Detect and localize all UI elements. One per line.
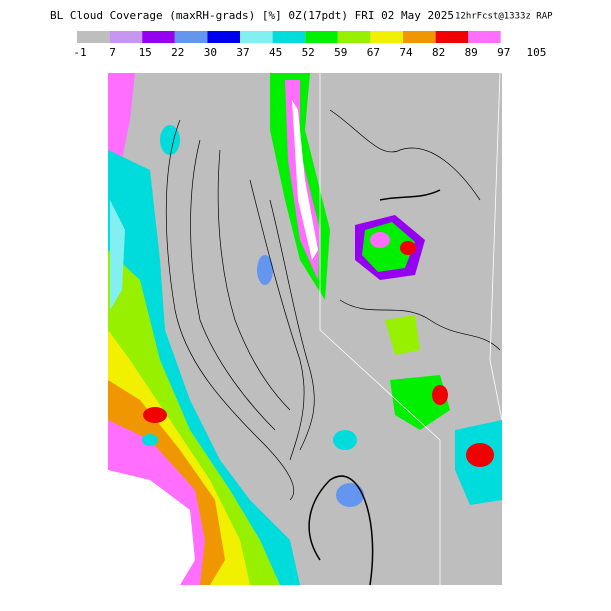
- blob: [160, 125, 180, 155]
- state-border: [319, 73, 441, 585]
- blob: [142, 434, 158, 446]
- title: BL Cloud Coverage (maxRH-grads) [%] 0Z(1…: [50, 9, 454, 22]
- colorbar-swatch: [77, 31, 110, 43]
- colorbar-swatch: [109, 31, 143, 43]
- colorbar: -1 7 15 22 30 37 45 52 59 67 74 82 89 97 105: [73, 31, 546, 59]
- colorbar-swatch: [305, 31, 338, 43]
- contour: [339, 299, 501, 351]
- colorbar-label: 82: [432, 46, 445, 59]
- colorbar-swatch: [370, 31, 403, 43]
- contour: [269, 199, 315, 451]
- clear-area: [108, 470, 195, 585]
- map: [108, 72, 503, 586]
- blob: [400, 241, 416, 255]
- blob: [466, 443, 494, 467]
- colorbar-label: 105: [526, 46, 546, 59]
- colorbar-swatch: [142, 31, 175, 43]
- contour: [249, 179, 305, 461]
- colorbar-label: 97: [497, 46, 510, 59]
- blob: [432, 385, 448, 405]
- colorbar-swatch: [500, 31, 534, 43]
- colorbar-label: 52: [302, 46, 315, 59]
- colorbar-label: 67: [367, 46, 380, 59]
- colorbar-label: 30: [204, 46, 217, 59]
- blob: [336, 483, 364, 507]
- contour: [190, 139, 276, 431]
- contour: [379, 189, 441, 201]
- contour: [217, 149, 291, 411]
- colorbar-swatch: [435, 31, 469, 43]
- colorbar-label: 74: [399, 46, 413, 59]
- colorbar-label: 7: [109, 46, 116, 59]
- colorbar-label: 45: [269, 46, 282, 59]
- colorbar-swatch: [337, 31, 371, 43]
- blob: [333, 430, 357, 450]
- colorbar-label: 15: [139, 46, 152, 59]
- colorbar-swatch: [403, 31, 436, 43]
- subtitle: 12hrFcst@1333z RAP: [455, 12, 553, 22]
- colorbar-swatch: [468, 31, 501, 43]
- coast-band: [110, 200, 125, 310]
- contour: [308, 475, 374, 586]
- colorbar-label: 89: [465, 46, 478, 59]
- colorbar-swatch: [272, 31, 306, 43]
- blob: [257, 255, 273, 285]
- colorbar-swatch: [240, 31, 273, 43]
- contour: [329, 109, 481, 201]
- contour: [165, 119, 295, 501]
- blob: [385, 315, 420, 355]
- colorbar-label: 59: [334, 46, 347, 59]
- colorbar-label: 22: [171, 46, 184, 59]
- colorbar-label: -1: [73, 46, 86, 59]
- colorbar-label: 37: [236, 46, 249, 59]
- colorbar-swatch: [174, 31, 208, 43]
- colorbar-swatch: [207, 31, 240, 43]
- blob: [370, 232, 390, 248]
- state-border: [489, 72, 503, 421]
- coast-band: [108, 73, 135, 280]
- blob: [143, 407, 167, 423]
- valley-band: [292, 100, 318, 260]
